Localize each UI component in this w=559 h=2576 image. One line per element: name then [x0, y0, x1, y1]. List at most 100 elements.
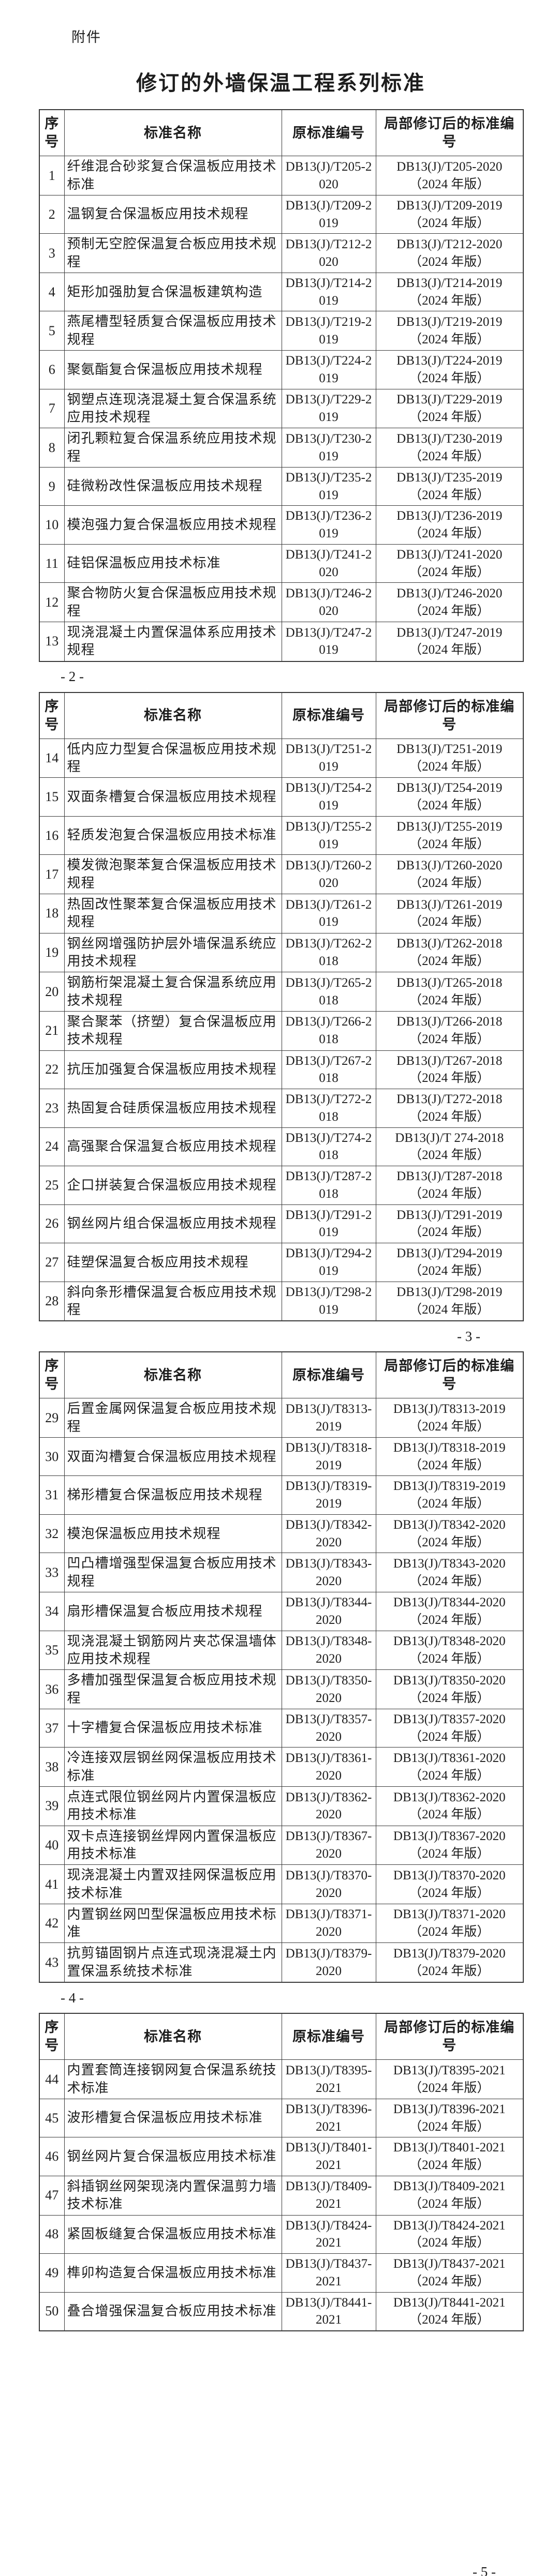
- row-number-cell: 40: [39, 1825, 65, 1865]
- standard-name-cell: 扇形槽保温复合板应用技术规程: [64, 1592, 282, 1631]
- row-number-cell: 31: [39, 1475, 65, 1515]
- revised-edition: （2024 年版）: [409, 2236, 490, 2250]
- row-number-cell: 25: [39, 1166, 65, 1205]
- original-number-cell: DB13(J)/T255-2019: [281, 816, 376, 855]
- standard-name-cell: 纤维混合砂浆复合保温板应用技术标准: [64, 156, 282, 195]
- standard-name-cell: 双面沟槽复合保温板应用技术规程: [64, 1437, 282, 1477]
- original-number-cell: DB13(J)/T8362-2020: [281, 1786, 376, 1826]
- revised-number: DB13(J)/T287-2018: [396, 1169, 503, 1183]
- revised-number-cell: DB13(J)/T8395-2021 （2024 年版）: [375, 2059, 524, 2099]
- table-row: 48 紧固板缝复合保温板应用技术标准 DB13(J)/T8424-2021 DB13(…: [39, 2215, 524, 2254]
- original-number-cell: DB13(J)/T251-2019: [281, 738, 376, 778]
- header-row: 序号 标准名称 原标准编号 局部修订后的标准编号: [39, 109, 524, 157]
- table-row: 10 模泡强力复合保温板应用技术规程 DB13(J)/T236-2019 DB13(J…: [39, 505, 524, 545]
- original-number-cell: DB13(J)/T8379-2020: [281, 1942, 376, 1983]
- standard-name-cell: 硅塑保温复合板应用技术规程: [64, 1243, 282, 1282]
- row-number-cell: 32: [39, 1514, 65, 1554]
- col-header-old-number: 原标准编号: [281, 2013, 376, 2060]
- revised-number-cell: DB13(J)/T8441-2021 （2024 年版）: [375, 2292, 524, 2331]
- revised-number-cell: DB13(J)/T254-2019 （2024 年版）: [375, 777, 524, 817]
- revised-edition: （2024 年版）: [409, 1651, 490, 1666]
- original-number-cell: DB13(J)/T8313-2019: [281, 1398, 376, 1438]
- revised-number-cell: DB13(J)/T214-2019 （2024 年版）: [375, 272, 524, 312]
- standard-name-cell: 多槽加强型保温复合板应用技术规程: [64, 1669, 282, 1709]
- table-row: 42 内置钢丝网凹型保温板应用技术标准 DB13(J)/T8371-2020 DB13…: [39, 1903, 524, 1944]
- revised-number: DB13(J)/T261-2019: [396, 897, 503, 912]
- revised-edition: （2024 年版）: [409, 1497, 490, 1511]
- document-content: 附件 修订的外墙保温工程系列标准 序号 标准名称 原标准编号 局部修订后的标准编号 1 纤…: [0, 26, 559, 2331]
- row-number-cell: 13: [39, 621, 65, 662]
- standard-name-cell: 硅微粉改性保温板应用技术规程: [64, 466, 282, 506]
- table-row: 11 硅铝保温板应用技术标准 DB13(J)/T241-2020 DB13(J)/T2…: [39, 544, 524, 583]
- row-number-cell: 30: [39, 1437, 65, 1477]
- col-header-revised-number: 局部修订后的标准编号: [375, 692, 524, 739]
- row-number-cell: 43: [39, 1942, 65, 1983]
- revised-number-cell: DB13(J)/T224-2019 （2024 年版）: [375, 350, 524, 389]
- standards-table-2: 序号 标准名称 原标准编号 局部修订后的标准编号 14 低内应力型复合保温板应用技术规程 D…: [39, 691, 524, 1322]
- revised-number: DB13(J)/T8441-2021: [393, 2295, 506, 2310]
- revised-number: DB13(J)/T8361-2020: [393, 1751, 506, 1765]
- row-number-cell: 34: [39, 1592, 65, 1631]
- revised-number: DB13(J)/T251-2019: [396, 742, 503, 757]
- table-row: 16 轻质发泡复合保温板应用技术标准 DB13(J)/T255-2019 DB13(J…: [39, 816, 524, 855]
- revised-number: DB13(J)/T 274-2018: [395, 1131, 504, 1145]
- revised-edition: （2024 年版）: [409, 915, 490, 929]
- original-number-cell: DB13(J)/T8357-2020: [281, 1708, 376, 1748]
- row-number-cell: 47: [39, 2175, 65, 2216]
- table-row: 30 双面沟槽复合保温板应用技术规程 DB13(J)/T8318-2019 DB13(…: [39, 1437, 524, 1477]
- original-number-cell: DB13(J)/T287-2018: [281, 1166, 376, 1205]
- col-header-revised-number: 局部修订后的标准编号: [375, 2013, 524, 2060]
- revised-number-cell: DB13(J)/T298-2019 （2024 年版）: [375, 1281, 524, 1321]
- revised-edition: （2024 年版）: [409, 410, 490, 424]
- page-marker-row: - 2 -: [39, 662, 523, 692]
- original-number-cell: DB13(J)/T235-2019: [281, 466, 376, 506]
- revised-number-cell: DB13(J)/T291-2019 （2024 年版）: [375, 1204, 524, 1243]
- original-number-cell: DB13(J)/T8401-2021: [281, 2137, 376, 2176]
- row-number-cell: 26: [39, 1204, 65, 1243]
- standard-name-cell: 钢丝网片组合保温板应用技术规程: [64, 1204, 282, 1243]
- original-number-cell: DB13(J)/T8319-2019: [281, 1475, 376, 1515]
- original-number-cell: DB13(J)/T212-2020: [281, 233, 376, 273]
- revised-number-cell: DB13(J)/T247-2019 （2024 年版）: [375, 621, 524, 662]
- table-row: 45 波形槽复合保温板应用技术标准 DB13(J)/T8396-2021 DB13(J…: [39, 2098, 524, 2138]
- revised-number-cell: DB13(J)/T230-2019 （2024 年版）: [375, 428, 524, 468]
- col-header-old-number: 原标准编号: [281, 1351, 376, 1399]
- standard-name-cell: 双卡点连接钢丝焊网内置保温板应用技术标准: [64, 1825, 282, 1865]
- revised-edition: （2024 年版）: [409, 216, 490, 230]
- table-row: 49 榫卯构造复合保温板应用技术标准 DB13(J)/T8437-2021 DB13(…: [39, 2253, 524, 2293]
- original-number-cell: DB13(J)/T8318-2019: [281, 1437, 376, 1477]
- standard-name-cell: 现浇混凝土内置双挂网保温板应用技术标准: [64, 1864, 282, 1904]
- header-row: 序号 标准名称 原标准编号 局部修订后的标准编号: [39, 692, 524, 739]
- revised-number-cell: DB13(J)/T261-2019 （2024 年版）: [375, 894, 524, 933]
- revised-number-cell: DB13(J)/T8342-2020 （2024 年版）: [375, 1514, 524, 1554]
- original-number-cell: DB13(J)/T291-2019: [281, 1204, 376, 1243]
- original-number-cell: DB13(J)/T236-2019: [281, 505, 376, 545]
- col-header-no: 序号: [39, 2013, 65, 2060]
- row-number-cell: 39: [39, 1786, 65, 1826]
- revised-number: DB13(J)/T8342-2020: [393, 1517, 506, 1532]
- revised-edition: （2024 年版）: [409, 1225, 490, 1240]
- revised-number-cell: DB13(J)/T262-2018 （2024 年版）: [375, 932, 524, 973]
- revised-number-cell: DB13(J)/T287-2018 （2024 年版）: [375, 1166, 524, 1205]
- revised-edition: （2024 年版）: [409, 1419, 490, 1434]
- revised-number-cell: DB13(J)/T235-2019 （2024 年版）: [375, 466, 524, 506]
- table-row: 26 钢丝网片组合保温板应用技术规程 DB13(J)/T291-2019 DB13(J…: [39, 1204, 524, 1243]
- original-number-cell: DB13(J)/T8409-2021: [281, 2175, 376, 2216]
- revised-edition: （2024 年版）: [409, 2119, 490, 2134]
- revised-number-cell: DB13(J)/T8379-2020 （2024 年版）: [375, 1942, 524, 1983]
- standard-name-cell: 热固改性聚苯复合保温板应用技术规程: [64, 894, 282, 933]
- revised-edition: （2024 年版）: [409, 1458, 490, 1472]
- row-number-cell: 35: [39, 1630, 65, 1670]
- original-number-cell: DB13(J)/T267-2018: [281, 1050, 376, 1089]
- revised-number: DB13(J)/T241-2020: [396, 547, 503, 562]
- table-row: 46 钢丝网片复合保温板应用技术标准 DB13(J)/T8401-2021 DB13(…: [39, 2137, 524, 2176]
- row-number-cell: 10: [39, 505, 65, 545]
- original-number-cell: DB13(J)/T266-2018: [281, 1011, 376, 1051]
- revised-edition: （2024 年版）: [409, 1691, 490, 1705]
- table-row: 38 冷连接双层钢丝网保温板应用技术标准 DB13(J)/T8361-2020 DB1…: [39, 1747, 524, 1787]
- revised-edition: （2024 年版）: [409, 1729, 490, 1744]
- revised-number: DB13(J)/T8401-2021: [393, 2141, 506, 2155]
- revised-number-cell: DB13(J)/T8348-2020 （2024 年版）: [375, 1630, 524, 1670]
- standard-name-cell: 点连式限位钢丝网片内置保温板应用技术标准: [64, 1786, 282, 1826]
- revised-number-cell: DB13(J)/T8424-2021 （2024 年版）: [375, 2215, 524, 2254]
